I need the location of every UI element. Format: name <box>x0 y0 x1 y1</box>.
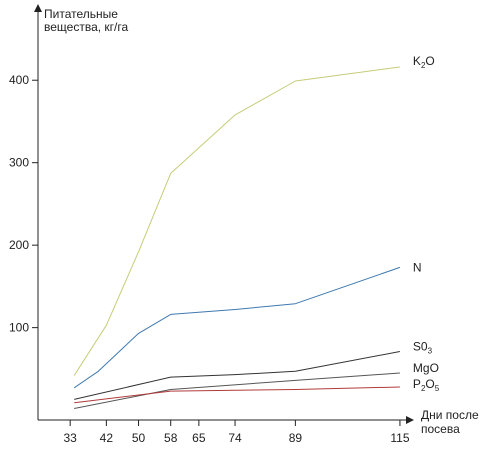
x-tick-label: 74 <box>228 431 242 445</box>
x-tick-label: 65 <box>192 431 206 445</box>
x-axis-title-line1: Дни после <box>421 408 479 422</box>
y-tick-label: 100 <box>9 321 29 335</box>
series-label-main: S0 <box>413 340 428 354</box>
x-tick-label: 33 <box>63 431 77 445</box>
x-tick-label: 89 <box>289 431 303 445</box>
series-lines <box>73 66 401 409</box>
y-axis-title-line2: вещества, кг/га <box>44 20 128 34</box>
series-label-mgo: MgO <box>413 361 439 375</box>
y-tick-label: 300 <box>9 156 29 170</box>
series-label-p2o5: P2O5 <box>413 377 440 393</box>
series-line-k2o <box>73 66 400 376</box>
series-line-mgo <box>74 372 400 409</box>
series-label-subscript: 2 <box>421 384 426 393</box>
y-tick-label: 200 <box>9 238 29 252</box>
x-tick-label: 115 <box>390 431 409 445</box>
series-label-main: K <box>413 54 421 68</box>
x-ticks: 33 42 50 58 65 74 89 115 <box>63 420 410 445</box>
series-label-subscript: 2 <box>421 61 426 70</box>
x-tick-label: 50 <box>132 431 146 445</box>
series-label-subscript: 3 <box>428 347 433 356</box>
series-label-k2o: K2O <box>413 54 435 70</box>
series-label-so3: S03 <box>413 340 433 356</box>
series-line-p2o5 <box>74 386 400 404</box>
series-label-main: N <box>413 260 422 274</box>
y-ticks: 100 200 300 400 <box>9 73 38 335</box>
series-label-n: N <box>413 260 422 274</box>
series-label-tail: O <box>425 54 434 68</box>
y-tick-label: 400 <box>9 73 29 87</box>
series-label-main: P <box>413 377 421 391</box>
series-line-so3 <box>74 351 400 400</box>
y-axis-title-line1: Питательные <box>44 7 118 21</box>
x-axis-title-line2: посева <box>421 422 460 436</box>
x-tick-label: 42 <box>100 431 114 445</box>
x-tick-label: 58 <box>164 431 178 445</box>
series-label-tail: O <box>425 377 434 391</box>
series-label-subscript: 5 <box>435 384 440 393</box>
series-line-n <box>73 266 401 389</box>
series-label-main: MgO <box>413 361 439 375</box>
